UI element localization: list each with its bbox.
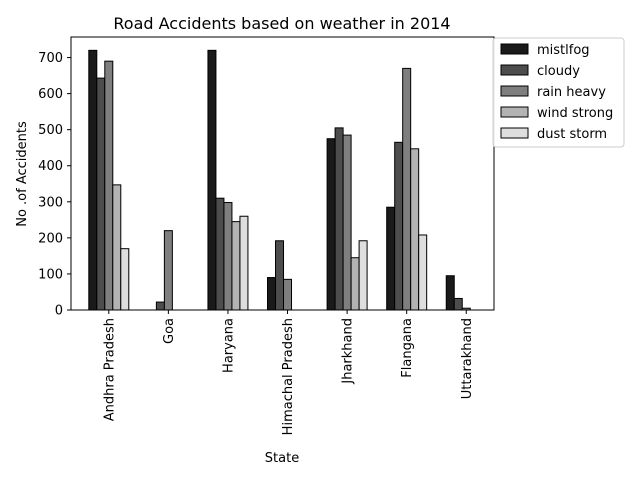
bar-mistlfog-3	[267, 277, 277, 311]
legend-label: dust storm	[537, 127, 607, 142]
legend-swatch	[500, 85, 529, 97]
y-tick-label: 0	[55, 304, 63, 319]
bar-rain-heavy-4	[342, 134, 352, 311]
bar-mistlfog-4	[326, 138, 336, 311]
legend-swatch	[500, 106, 529, 118]
y-tick-label: 200	[38, 231, 63, 246]
legend-label: mistlfog	[537, 43, 590, 58]
legend-swatch	[500, 127, 529, 139]
bar-mistlfog-2	[207, 49, 217, 311]
bar-dust-storm-2	[239, 215, 249, 311]
x-axis: Andhra Pradesh Goa Haryana Himachal Pradesh…	[102, 310, 475, 435]
bar-cloudy-6	[453, 297, 463, 311]
bar-cloudy-5	[394, 141, 404, 311]
bar-cloudy-3	[275, 240, 285, 311]
legend-label: wind strong	[537, 106, 613, 121]
legend-swatch	[500, 43, 529, 55]
x-tick-label: Haryana	[221, 318, 236, 373]
bar-wind-strong-2	[231, 221, 241, 311]
bar-mistlfog-0	[88, 49, 98, 311]
x-tick-label: Jharkhand	[341, 318, 356, 385]
bar-cloudy-1	[155, 301, 165, 311]
bar-rain-heavy-1	[163, 230, 173, 311]
y-tick-label: 700	[38, 51, 63, 66]
plot-frame	[70, 36, 495, 311]
bar-wind-strong-4	[350, 257, 360, 311]
bar-cloudy-2	[215, 197, 225, 311]
bar-rain-heavy-5	[402, 67, 412, 311]
y-tick-label: 300	[38, 195, 63, 210]
y-tick-label: 100	[38, 267, 63, 282]
bars-group	[88, 49, 471, 311]
y-axis-label: No .of Accidents	[15, 121, 30, 227]
y-tick-label: 600	[38, 87, 63, 102]
bar-wind-strong-5	[410, 148, 420, 311]
y-tick-label: 400	[38, 159, 63, 174]
x-tick-label: Uttarakhand	[460, 318, 475, 399]
bar-dust-storm-4	[358, 240, 368, 311]
legend-label: rain heavy	[537, 85, 606, 100]
bar-wind-strong-0	[112, 184, 122, 311]
x-tick-label: Flangana	[400, 318, 415, 378]
legend: mistlfog cloudy rain heavy wind strong dust …	[492, 37, 625, 148]
bar-mistlfog-5	[386, 206, 396, 311]
bar-cloudy-4	[334, 127, 344, 311]
bar-rain-heavy-3	[283, 278, 293, 311]
x-axis-label: State	[265, 451, 299, 466]
y-tick-label: 500	[38, 123, 63, 138]
legend-swatch	[500, 64, 529, 76]
chart-title: Road Accidents based on weather in 2014	[113, 14, 450, 33]
x-tick-label: Himachal Pradesh	[281, 318, 296, 435]
y-axis: 0 100 200 300 400 500 600 700	[38, 51, 71, 319]
bar-rain-heavy-0	[104, 60, 114, 311]
bar-mistlfog-6	[445, 275, 455, 311]
bar-dust-storm-5	[418, 234, 428, 311]
bar-cloudy-0	[96, 77, 106, 311]
bar-dust-storm-0	[120, 248, 130, 311]
bar-rain-heavy-2	[223, 202, 233, 311]
legend-label: cloudy	[537, 64, 580, 79]
x-tick-label: Andhra Pradesh	[102, 318, 117, 421]
x-tick-label: Goa	[162, 318, 177, 344]
